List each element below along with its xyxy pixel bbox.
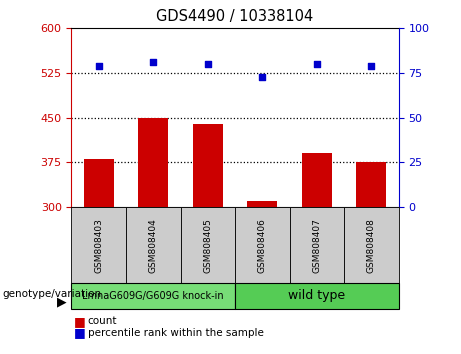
Title: GDS4490 / 10338104: GDS4490 / 10338104 <box>156 9 314 24</box>
Text: ■: ■ <box>74 315 85 327</box>
Bar <box>248 201 278 207</box>
Point <box>149 59 157 65</box>
Text: ■: ■ <box>74 326 85 339</box>
Text: genotype/variation: genotype/variation <box>2 289 101 299</box>
Point <box>313 61 321 67</box>
Bar <box>193 124 223 207</box>
Text: percentile rank within the sample: percentile rank within the sample <box>88 328 264 338</box>
Text: LmnaG609G/G609G knock-in: LmnaG609G/G609G knock-in <box>83 291 224 301</box>
Bar <box>302 153 332 207</box>
Bar <box>138 118 168 207</box>
Text: GSM808407: GSM808407 <box>313 218 321 273</box>
Point <box>95 63 102 69</box>
Text: count: count <box>88 316 117 326</box>
Text: GSM808406: GSM808406 <box>258 218 267 273</box>
Text: GSM808405: GSM808405 <box>203 218 213 273</box>
Text: GSM808403: GSM808403 <box>94 218 103 273</box>
Text: GSM808404: GSM808404 <box>149 218 158 273</box>
Bar <box>356 162 386 207</box>
Point <box>259 74 266 79</box>
Point <box>368 63 375 69</box>
Point <box>204 61 212 67</box>
Text: ▶: ▶ <box>57 296 66 309</box>
Bar <box>84 159 114 207</box>
Text: GSM808408: GSM808408 <box>367 218 376 273</box>
Text: wild type: wild type <box>289 290 345 302</box>
